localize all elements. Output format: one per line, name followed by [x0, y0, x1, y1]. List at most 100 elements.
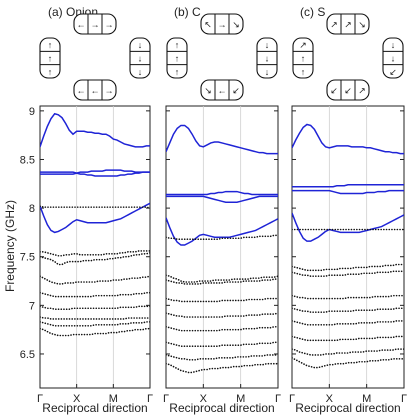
- solid-band-line-1: [292, 184, 404, 188]
- magnet-schematic: ↖ → ↘ ↘ ← ↙ ↑ ↑ ↑ ↓ ↓ ↓: [166, 13, 278, 101]
- y-tick-label: 8: [29, 203, 35, 215]
- magnet-arrow-icon: ↑: [48, 67, 53, 77]
- magnet-top: ↗ ↗ ↘: [326, 13, 370, 35]
- magnet-arrow-icon: ↗: [358, 86, 366, 96]
- magnet-arrow-icon: ↙: [344, 86, 352, 96]
- series-group: [292, 123, 404, 369]
- x-tick-label: Γ: [401, 393, 407, 405]
- magnet-arrow-icon: ↓: [265, 54, 270, 64]
- magnet-arrow-icon: →: [105, 20, 114, 30]
- panel-title: (b) C: [174, 5, 201, 19]
- solid-band-line-1: [166, 190, 278, 196]
- series-group: [166, 124, 278, 374]
- magnet-arrow-icon: ←: [91, 86, 100, 96]
- dotted-band-line-7: [292, 294, 404, 300]
- panel-2: (c) S ↗ ↗ ↘ ↙ ↙ ↗ ↗ ↑ ↑ ↓ ↓ ↙ Γ X M Γ: [289, 5, 407, 405]
- panel-title: (c) S: [300, 5, 325, 19]
- x-tick-label: Γ: [37, 393, 43, 405]
- magnet-arrow-icon: ↓: [391, 54, 396, 64]
- dotted-band-line-5: [166, 274, 278, 283]
- y-tick-label: 7: [29, 300, 35, 312]
- dotted-band-line-12: [40, 327, 150, 337]
- solid-band-line-0: [166, 124, 278, 155]
- magnet-outline: [382, 37, 404, 79]
- dotted-band-line-12: [292, 357, 404, 369]
- magnet-right: ↓ ↓ ↙: [382, 37, 404, 79]
- dotted-band-line-5: [40, 250, 150, 257]
- magnet-bottom: ↘ ← ↙: [200, 79, 244, 101]
- magnet-outline: [200, 79, 244, 101]
- magnet-arrow-icon: ↓: [138, 40, 143, 50]
- dotted-band-line-6: [166, 278, 278, 285]
- dotted-band-line-8: [166, 312, 278, 318]
- dotted-band-line-9: [292, 320, 404, 326]
- x-tick-label: Γ: [289, 393, 295, 405]
- x-tick-label: X: [326, 393, 334, 405]
- plot-area: [291, 105, 405, 389]
- x-axis-label-b: Reciprocal direction: [169, 401, 274, 415]
- solid-band-line-1: [40, 169, 150, 174]
- panel-0: (a) Onion← → →← ← →↑↑↑↓↓↓6.577.588.59Γ X M Γ: [20, 5, 153, 405]
- plot-area: [39, 105, 151, 389]
- magnet-arrow-icon: ↓: [265, 67, 270, 77]
- magnet-outline: [39, 37, 61, 79]
- magnet-arrow-icon: ↘: [204, 86, 212, 96]
- magnet-arrow-icon: ↑: [175, 67, 180, 77]
- magnet-arrow-icon: ↘: [358, 20, 366, 30]
- magnet-arrow-icon: ↙: [232, 86, 240, 96]
- dotted-band-line-11: [292, 348, 404, 356]
- magnet-top: ← → →: [73, 13, 117, 35]
- magnet-outline: [166, 37, 188, 79]
- magnet-arrow-icon: ↗: [344, 20, 352, 30]
- magnet-arrow-icon: ↗: [330, 20, 338, 30]
- magnet-arrow-icon: ↑: [175, 54, 180, 64]
- magnet-top: ↖ → ↘: [200, 13, 244, 35]
- magnet-arrow-icon: ↑: [301, 54, 306, 64]
- solid-band-line-3: [292, 212, 404, 242]
- magnet-outline: [326, 13, 370, 35]
- x-tick-label: M: [236, 393, 245, 405]
- magnet-arrow-icon: ←: [218, 86, 227, 96]
- dotted-band-line-10: [40, 316, 150, 320]
- y-tick-label: 8.5: [20, 154, 35, 166]
- y-axis-label: Frequency (GHz): [3, 200, 17, 292]
- magnet-arrow-icon: ↓: [265, 40, 270, 50]
- dotted-band-line-6: [40, 252, 150, 266]
- magnet-arrow-icon: ↑: [48, 40, 53, 50]
- solid-band-line-3: [40, 202, 150, 234]
- solid-band-line-2: [292, 189, 404, 195]
- x-tick-label: Γ: [163, 393, 169, 405]
- x-axis-label-c: Reciprocal direction: [295, 401, 400, 415]
- solid-band-line-2: [40, 171, 150, 177]
- magnet-arrow-icon: ↑: [175, 40, 180, 50]
- x-tick-label: Γ: [275, 393, 281, 405]
- magnet-left: ↑ ↑ ↑: [39, 37, 61, 79]
- magnet-arrow-icon: ↖: [204, 20, 212, 30]
- x-tick-label: M: [109, 393, 118, 405]
- dotted-band-line-4: [166, 234, 278, 241]
- magnet-arrow-icon: →: [91, 20, 100, 30]
- dotted-band-line-7: [40, 275, 150, 285]
- magnet-outline: [292, 37, 314, 79]
- magnet-arrow-icon: ←: [77, 86, 86, 96]
- dotted-band-line-11: [40, 321, 150, 327]
- y-tick-label: 9: [29, 106, 35, 118]
- magnet-arrow-icon: ↑: [301, 67, 306, 77]
- magnet-right: ↓ ↓ ↓: [256, 37, 278, 79]
- magnet-left: ↗ ↑ ↑: [292, 37, 314, 79]
- magnet-outline: [129, 37, 151, 79]
- magnet-arrow-icon: →: [105, 86, 114, 96]
- dotted-band-line-4: [40, 205, 150, 209]
- y-tick-label: 6.5: [20, 349, 35, 361]
- dotted-band-line-9: [166, 325, 278, 332]
- magnet-arrow-icon: ↓: [138, 67, 143, 77]
- dotted-band-line-11: [166, 354, 278, 361]
- dotted-band-line-10: [166, 341, 278, 347]
- panels: (a) Onion← → →← ← →↑↑↑↓↓↓6.577.588.59Γ X M Γ(b)…: [20, 5, 407, 405]
- magnet-schematic: ← → → ← ← → ↑ ↑ ↑ ↓ ↓ ↓: [39, 13, 151, 101]
- magnet-left: ↑ ↑ ↑: [166, 37, 188, 79]
- solid-band-line-0: [292, 123, 404, 155]
- magnet-outline: [256, 37, 278, 79]
- x-tick-label: X: [200, 393, 208, 405]
